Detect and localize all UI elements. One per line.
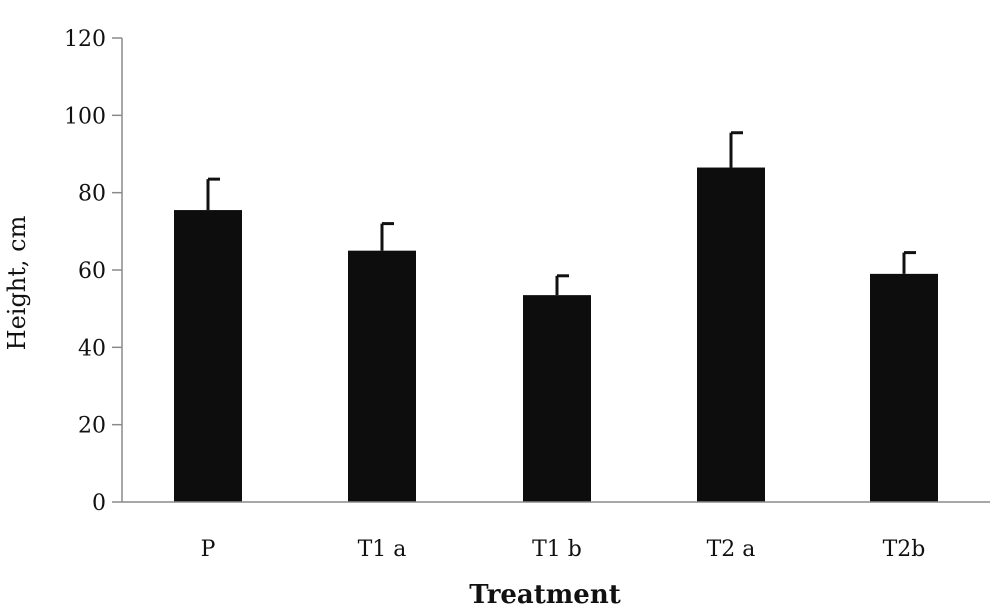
x-tick-label: T2b	[883, 537, 926, 562]
bar	[870, 273, 938, 502]
y-tick-label: 0	[92, 491, 106, 516]
error-bars	[206, 131, 916, 296]
bar	[174, 210, 242, 503]
x-tick-label: T1 b	[532, 537, 582, 562]
x-tick-label: T2 a	[707, 537, 756, 562]
bar	[523, 295, 591, 502]
x-axis-tick-labels: P T1 a T1 b T2 a T2b	[201, 537, 926, 562]
bar	[697, 167, 765, 503]
x-tick-label: P	[201, 537, 216, 562]
x-axis-title: Treatment	[469, 580, 621, 610]
y-axis-title: Height, cm	[3, 215, 31, 350]
y-axis-ticks: 0 20 40 60 80 100 120	[64, 27, 122, 516]
y-tick-label: 60	[78, 259, 106, 284]
y-tick-label: 40	[78, 336, 106, 361]
y-tick-label: 100	[64, 104, 106, 129]
y-tick-label: 20	[78, 414, 106, 439]
x-tick-label: T1 a	[358, 537, 407, 562]
bars	[174, 167, 938, 503]
y-tick-label: 120	[64, 27, 106, 52]
bar	[348, 250, 416, 502]
y-tick-label: 80	[78, 182, 106, 207]
